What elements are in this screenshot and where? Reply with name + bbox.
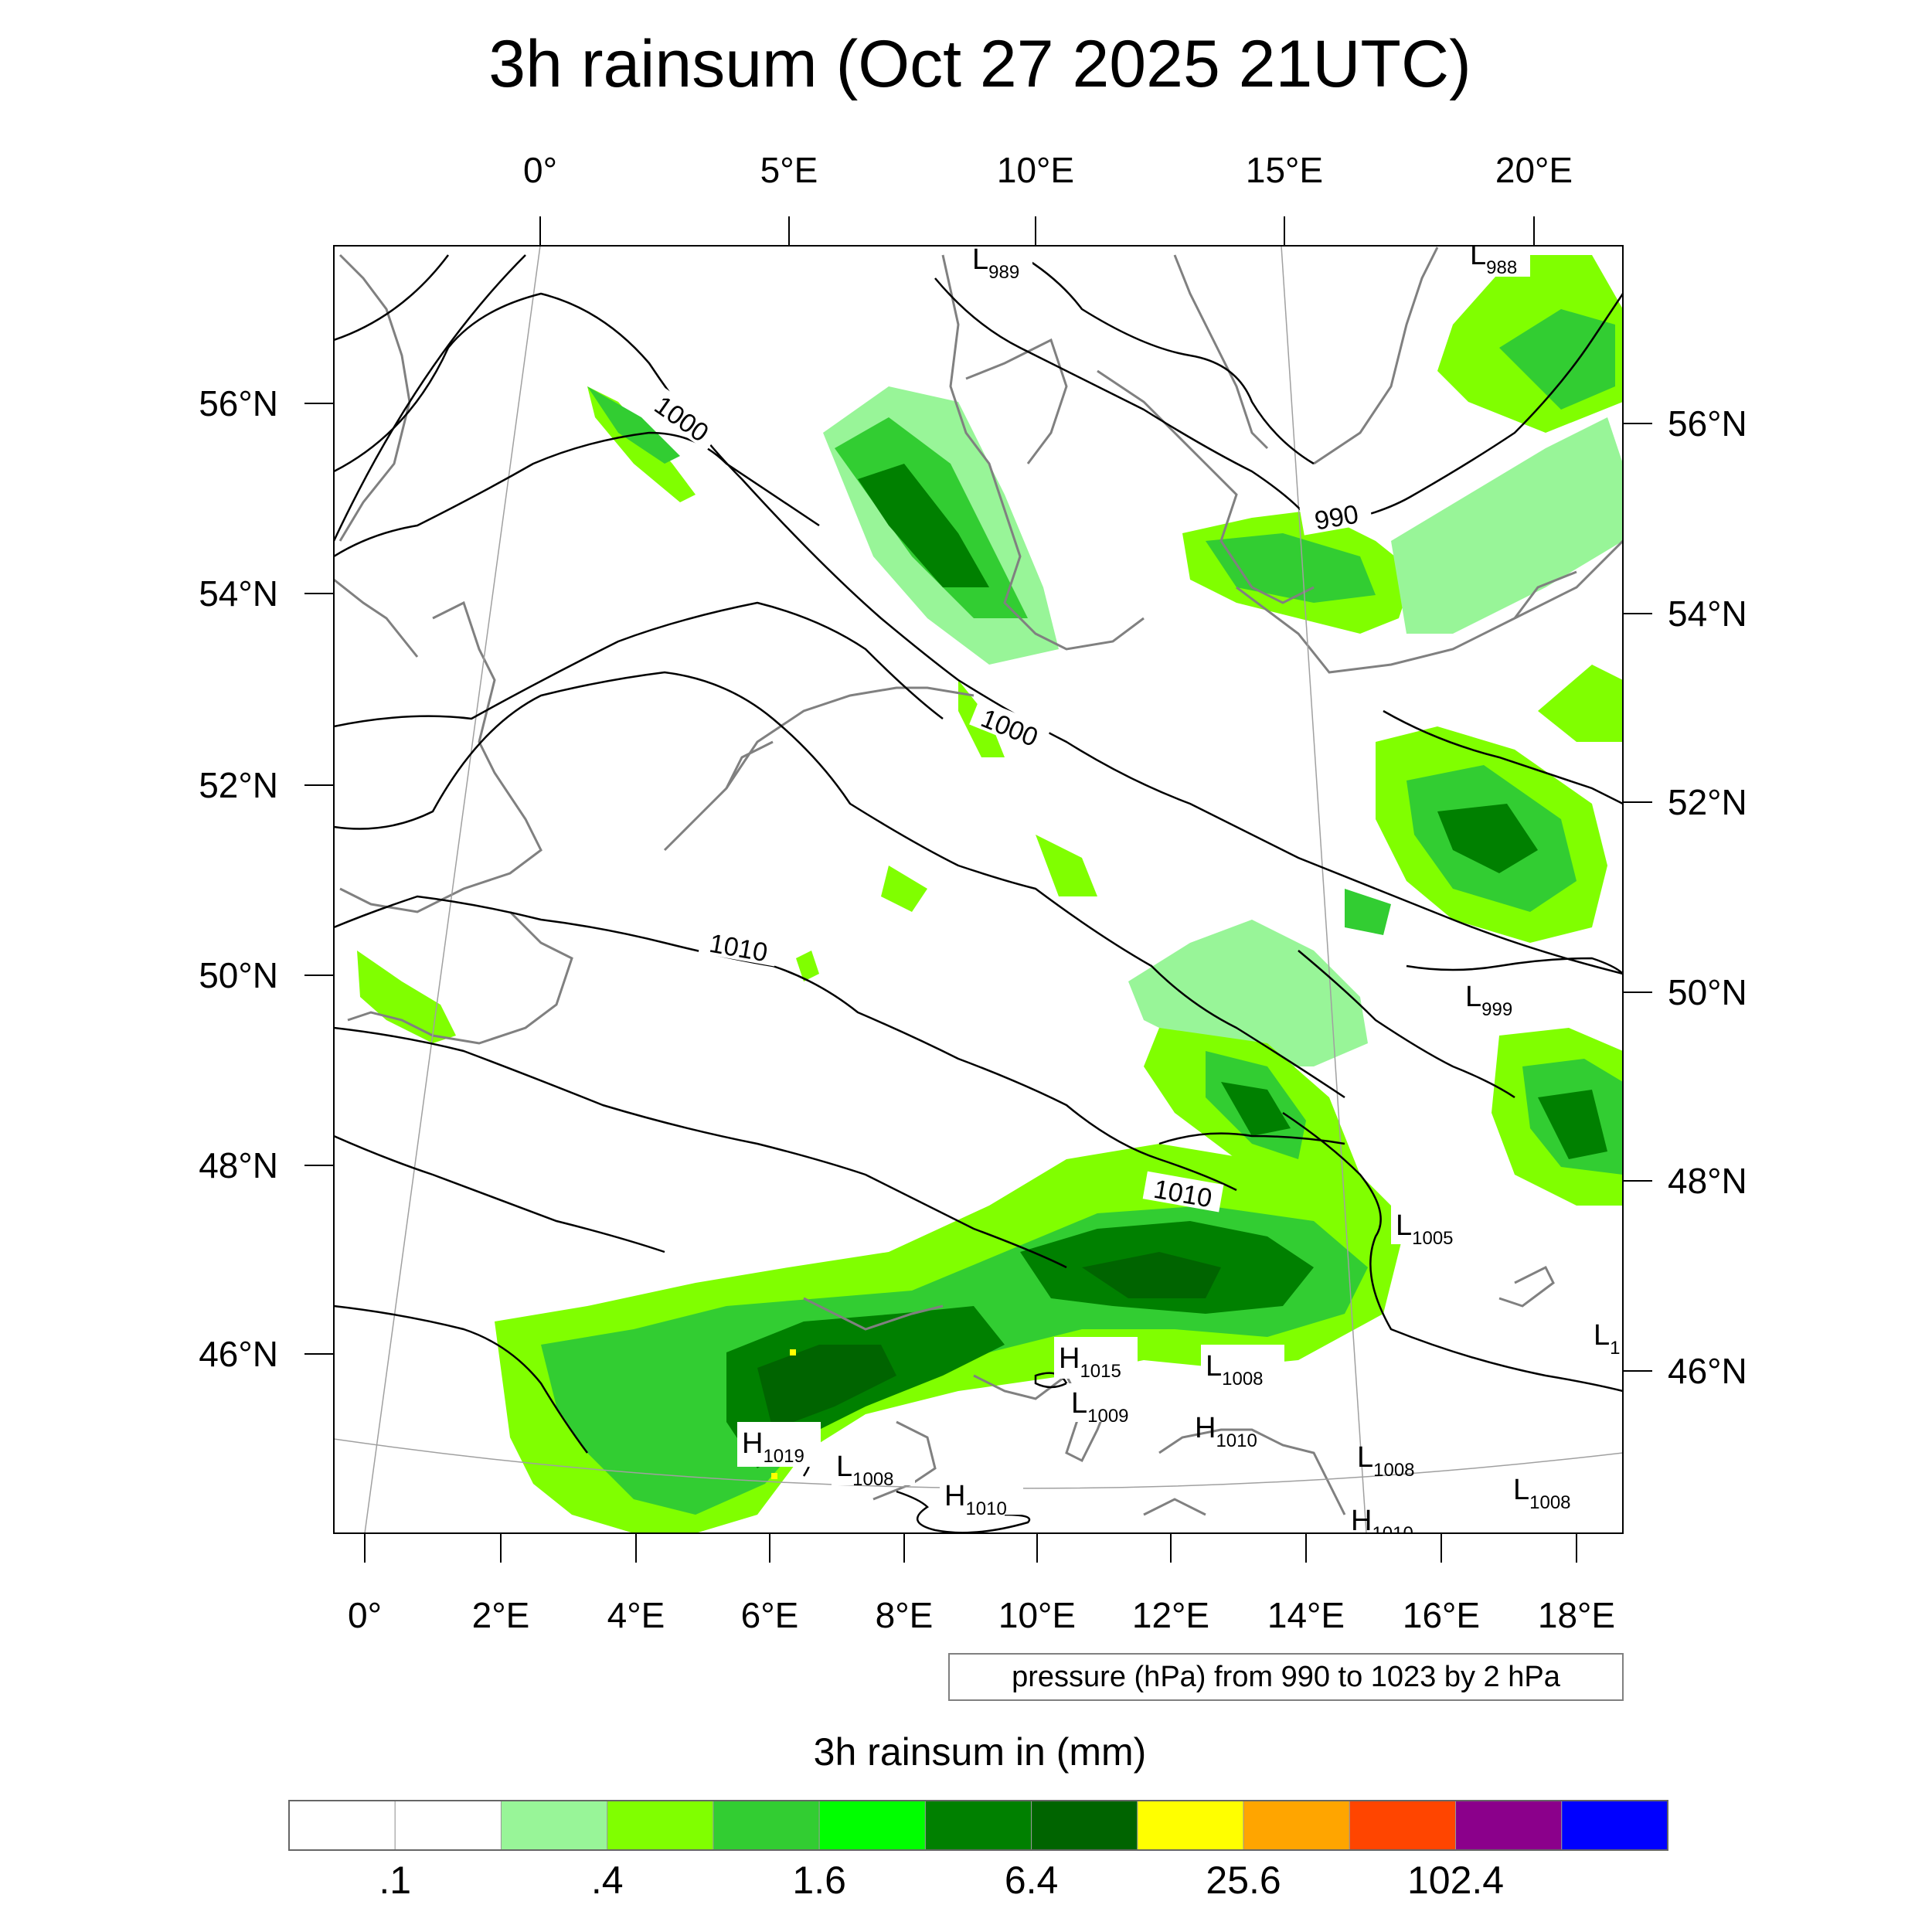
tick-label: 2°E	[472, 1595, 530, 1635]
tick-label: 0°	[523, 150, 557, 190]
svg-text:L988: L988	[1470, 239, 1517, 278]
colorbar-label: 25.6	[1206, 1859, 1281, 1902]
right-axis-labels: 56°N 54°N 52°N 50°N 48°N 46°N	[1668, 403, 1747, 1391]
low-center: L1008	[1201, 1345, 1284, 1389]
tick-label: 46°N	[1668, 1351, 1747, 1391]
svg-text:H1010: H1010	[1195, 1412, 1257, 1451]
high-center: H1010	[1195, 1412, 1257, 1451]
bottom-axis-labels: 0° 2°E 4°E 6°E 8°E 10°E 12°E 14°E 16°E 1…	[348, 1595, 1615, 1635]
tick-label: 5°E	[760, 150, 818, 190]
low-center: L1008	[1513, 1474, 1571, 1513]
svg-text:L1009: L1009	[1071, 1387, 1129, 1427]
isobar-label-990: 990	[1299, 495, 1373, 536]
colorbar-label: .1	[379, 1859, 411, 1902]
low-center: L999	[1461, 977, 1526, 1020]
tick-label: 50°N	[199, 955, 278, 995]
tick-label: 52°N	[199, 765, 278, 805]
pressure-centers: L989 L988 L999 L1005 L1 H1015 L1008 L100…	[737, 239, 1621, 1544]
svg-text:H1010: H1010	[944, 1480, 1007, 1519]
coastlines	[334, 247, 1623, 1516]
plot-area: 1000 990 1000 1010 1010 L989	[334, 239, 1623, 1544]
tick-label: 0°	[348, 1595, 382, 1635]
colorbar-swatch	[713, 1800, 820, 1851]
tick-label: 48°N	[1668, 1161, 1747, 1201]
right-axis	[1623, 423, 1652, 1372]
high-center: H1015	[1054, 1337, 1138, 1382]
tick-label: 18°E	[1538, 1595, 1615, 1635]
colorbar-label: 102.4	[1407, 1859, 1504, 1902]
svg-text:L1008: L1008	[1513, 1474, 1571, 1513]
colorbar-label: 6.4	[1005, 1859, 1059, 1902]
low-center: L1009	[1066, 1383, 1147, 1427]
low-center: L988	[1465, 239, 1530, 278]
svg-text:L1008: L1008	[836, 1451, 894, 1490]
tick-label: 54°N	[199, 573, 278, 614]
low-center: L1008	[1357, 1441, 1415, 1481]
svg-text:L999: L999	[1465, 981, 1512, 1020]
tick-label: 50°N	[1668, 972, 1747, 1012]
tick-label: 52°N	[1668, 782, 1747, 822]
high-center: H1010	[940, 1476, 1023, 1519]
tick-label: 56°N	[1668, 403, 1747, 444]
tick-label: 4°E	[607, 1595, 665, 1635]
left-axis-labels: 56°N 54°N 52°N 50°N 48°N 46°N	[199, 383, 278, 1374]
plot-frame	[333, 245, 1624, 1534]
left-axis	[304, 403, 334, 1355]
colorbar-swatch	[394, 1800, 502, 1851]
tick-label: 6°E	[741, 1595, 799, 1635]
colorbar-swatch	[1561, 1800, 1668, 1851]
svg-text:L989: L989	[972, 243, 1019, 283]
colorbar-frame	[288, 1800, 1668, 1851]
info-box: pressure (hPa) from 990 to 1023 by 2 hPa	[948, 1653, 1624, 1701]
tick-label: 54°N	[1668, 594, 1747, 634]
svg-text:L1005: L1005	[1396, 1209, 1454, 1249]
colorbar-swatch	[1349, 1800, 1457, 1851]
tick-label: 12°E	[1132, 1595, 1209, 1635]
tick-label: 56°N	[199, 383, 278, 423]
tick-label: 8°E	[876, 1595, 934, 1635]
high-center: H1019	[737, 1422, 821, 1467]
low-center: L1	[1594, 1319, 1621, 1359]
tick-label: 10°E	[998, 1595, 1076, 1635]
svg-text:pressure (hPa) from 990 to 102: pressure (hPa) from 990 to 1023 by 2 hPa	[1012, 1661, 1561, 1693]
isobar-label-1010-east: 1010	[1142, 1171, 1224, 1213]
svg-text:H1015: H1015	[1059, 1342, 1121, 1382]
tick-label: 46°N	[199, 1334, 278, 1374]
bottom-axis	[364, 1533, 1577, 1563]
tick-label: 14°E	[1267, 1595, 1345, 1635]
top-axis-labels: 0° 5°E 10°E 15°E 20°E	[523, 150, 1573, 190]
colorbar-swatch	[1455, 1800, 1563, 1851]
high-center: H1010	[1351, 1505, 1413, 1544]
tick-label: 48°N	[199, 1145, 278, 1185]
colorbar-swatch	[818, 1800, 926, 1851]
svg-text:L1008: L1008	[1206, 1350, 1264, 1389]
svg-text:L1008: L1008	[1357, 1441, 1415, 1481]
low-center: L989	[968, 243, 1032, 283]
colorbar-label: .4	[591, 1859, 624, 1902]
rainfall-field	[357, 255, 1623, 1533]
colorbar-swatch	[924, 1800, 1032, 1851]
svg-text:L1: L1	[1594, 1319, 1621, 1359]
colorbar-swatch	[607, 1800, 714, 1851]
colorbar: .1 .4 1.6 6.4 25.6 102.4	[288, 1800, 1668, 1902]
colorbar-title: 3h rainsum in (mm)	[814, 1730, 1147, 1774]
low-center: L1005	[1391, 1206, 1471, 1249]
tick-label: 10°E	[997, 150, 1074, 190]
tick-label: 20°E	[1495, 150, 1573, 190]
colorbar-swatch	[500, 1800, 608, 1851]
colorbar-swatch	[288, 1800, 396, 1851]
colorbar-swatch	[1243, 1800, 1350, 1851]
top-axis	[539, 216, 1535, 246]
low-center: L1008	[832, 1445, 915, 1490]
colorbar-swatch	[1031, 1800, 1138, 1851]
colorbar-swatch	[1137, 1800, 1244, 1851]
svg-text:H1019: H1019	[742, 1427, 804, 1467]
svg-text:H1010: H1010	[1351, 1505, 1413, 1544]
tick-label: 16°E	[1403, 1595, 1480, 1635]
tick-label: 15°E	[1246, 150, 1323, 190]
isobars	[334, 253, 1623, 1533]
map-title: 3h rainsum (Oct 27 2025 21UTC)	[488, 27, 1471, 101]
colorbar-label: 1.6	[792, 1859, 846, 1902]
